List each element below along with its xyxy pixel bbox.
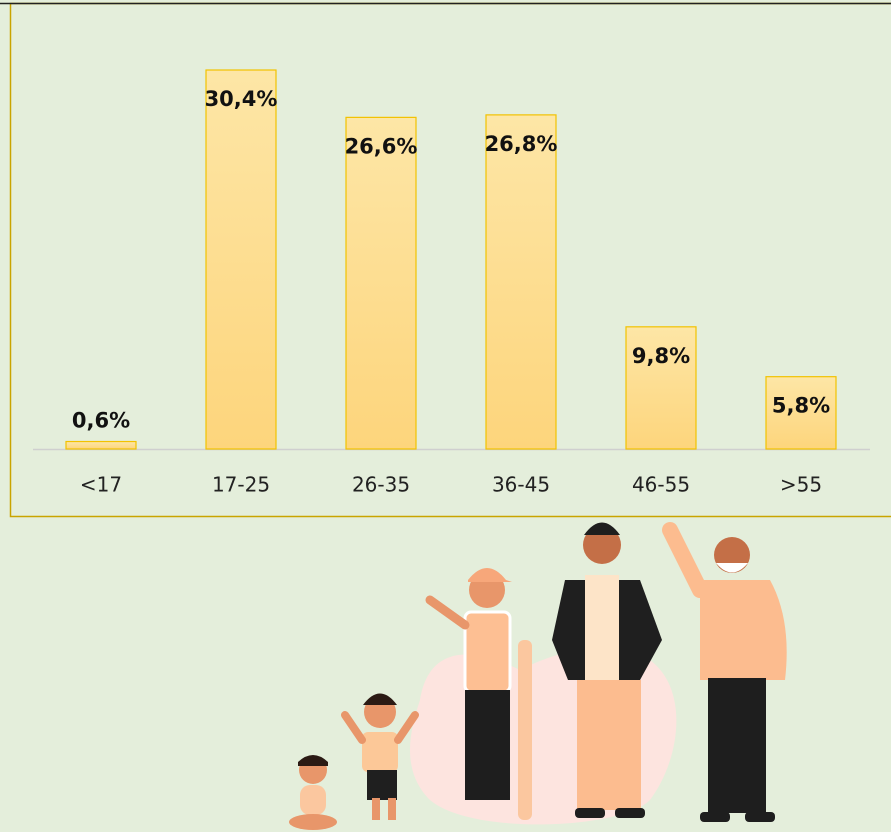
- chart-frame: [11, 4, 891, 517]
- value-label: 5,8%: [772, 394, 830, 418]
- x-tick-label: >55: [780, 473, 822, 497]
- value-label: 30,4%: [205, 87, 278, 111]
- value-label: 26,8%: [485, 132, 558, 156]
- chart: 0,6% <17 30,4% 17-25 26,6% 26-35 26,8% 36-45 9,8…: [0, 0, 891, 832]
- bar: [346, 117, 416, 449]
- x-tick-label: 26-35: [352, 473, 410, 497]
- bar: [206, 70, 276, 449]
- value-label: 9,8%: [632, 344, 690, 368]
- value-label: 0,6%: [72, 409, 130, 433]
- bar: [486, 115, 556, 449]
- page: 0,6% <17 30,4% 17-25 26,6% 26-35 26,8% 36-45 9,8…: [0, 0, 891, 832]
- x-tick-label: 17-25: [212, 473, 270, 497]
- bar: [66, 442, 136, 449]
- value-label: 26,6%: [345, 134, 418, 158]
- people-illustration: [289, 523, 787, 831]
- x-tick-label: <17: [80, 473, 122, 497]
- x-tick-label: 46-55: [632, 473, 690, 497]
- x-tick-label: 36-45: [492, 473, 550, 497]
